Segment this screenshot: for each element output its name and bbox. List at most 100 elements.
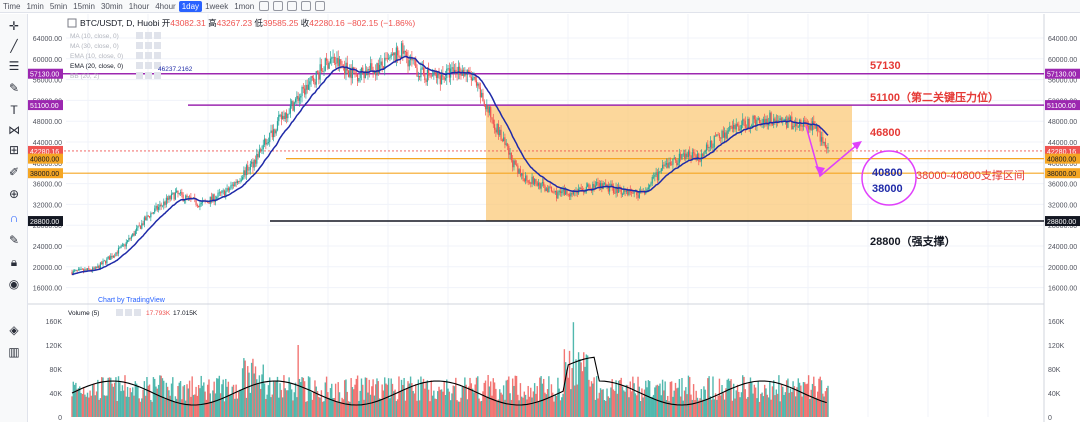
candle	[212, 193, 214, 203]
volume-bar	[811, 383, 814, 417]
crosshair-icon[interactable]: ✛	[8, 19, 20, 33]
timeframe-1week[interactable]: 1week	[205, 1, 229, 11]
volume-bar	[324, 382, 326, 417]
indicator-control-icon[interactable]	[154, 52, 161, 59]
brush-icon[interactable]: ✎	[8, 81, 20, 95]
layers-icon[interactable]: ◈	[9, 323, 19, 337]
volume-bar	[418, 400, 421, 417]
volume-bar	[632, 376, 634, 417]
volume-bar	[384, 377, 386, 417]
indicator-legend[interactable]: BB (20, 2)	[70, 73, 99, 80]
candle	[130, 234, 133, 242]
ruler-icon[interactable]: ✐	[8, 165, 20, 179]
candle	[217, 189, 219, 200]
volume-bar	[371, 386, 373, 417]
volume-bar	[298, 378, 301, 417]
indicator-legend[interactable]: EMA (10, close, 0)	[70, 53, 123, 60]
magnet-icon[interactable]: ∩	[9, 211, 19, 225]
volume-bar	[751, 382, 753, 417]
annotation-28800[interactable]: 28800（强支撑）	[870, 234, 956, 248]
volume-bar	[679, 396, 682, 417]
annotation-46800[interactable]: 46800	[870, 127, 901, 139]
volume-bar	[612, 389, 615, 417]
indicator-control-icon[interactable]	[125, 309, 132, 316]
timeframe-30min[interactable]: 30min	[100, 1, 123, 11]
lock-icon[interactable]: 🔒︎	[10, 254, 18, 269]
pattern-icon[interactable]: ⋈	[8, 123, 20, 137]
candle	[546, 184, 549, 193]
candle	[141, 219, 143, 230]
volume-bar	[163, 380, 165, 417]
trend-line-icon[interactable]: ╱	[10, 39, 18, 53]
fullscreen-icon[interactable]	[315, 1, 326, 11]
indicator-control-icon[interactable]	[154, 72, 161, 79]
indicator-control-icon[interactable]	[145, 42, 152, 49]
candle	[349, 64, 351, 79]
indicator-control-icon[interactable]	[136, 62, 143, 69]
candle	[760, 119, 762, 127]
volume-bar	[183, 385, 186, 417]
indicator-control-icon[interactable]	[136, 42, 143, 49]
indicator-control-icon[interactable]	[145, 32, 152, 39]
horizontal-lines-icon[interactable]: ☰	[8, 59, 20, 73]
annotation-support-range[interactable]: 38000-40800支撑区间	[916, 168, 1025, 182]
indicator-control-icon[interactable]	[136, 72, 143, 79]
settings-icon[interactable]	[301, 1, 312, 11]
volume-bar	[757, 381, 759, 417]
price-chart[interactable]: 64000.00 64000.00 60000.00 60000.00 56000.00…	[28, 14, 1080, 422]
timeframe-1hour[interactable]: 1hour	[128, 1, 150, 11]
volume-bar	[515, 375, 518, 417]
volume-bar	[91, 384, 94, 417]
annotation-40800[interactable]: 40800	[872, 167, 903, 179]
price-tag-right: 40800.00	[1045, 153, 1080, 164]
indicator-control-icon[interactable]	[154, 42, 161, 49]
timeframe-time[interactable]: Time	[3, 1, 21, 11]
volume-bar	[301, 377, 303, 417]
trash-icon[interactable]: ▥	[8, 345, 20, 359]
indicator-control-icon[interactable]	[154, 32, 161, 39]
text-icon[interactable]: T	[10, 103, 18, 117]
indicator-legend[interactable]: EMA (20, close, 0)	[70, 63, 123, 70]
candle	[522, 169, 524, 182]
annotation-38000[interactable]: 38000	[872, 183, 903, 195]
collapse-legend-icon[interactable]	[67, 18, 77, 28]
indicator-control-icon[interactable]	[116, 309, 123, 316]
candle	[761, 118, 763, 129]
volume-bar	[458, 401, 461, 417]
indicator-control-icon[interactable]	[134, 309, 141, 316]
indicators-icon[interactable]	[273, 1, 284, 11]
timeframe-1day[interactable]: 1day	[178, 0, 203, 12]
eye-icon[interactable]: ◉	[8, 277, 20, 291]
candle	[612, 183, 615, 195]
indicator-control-icon[interactable]	[154, 62, 161, 69]
zoom-in-icon[interactable]: ⊕	[8, 187, 20, 201]
compare-icon[interactable]	[287, 1, 298, 11]
candle	[270, 124, 272, 134]
indicator-control-icon[interactable]	[145, 62, 152, 69]
ema-20-line[interactable]	[71, 55, 829, 276]
indicator-legend[interactable]: MA (30, close, 0)	[70, 43, 119, 50]
volume-axis-label: 0	[1048, 415, 1052, 422]
timeframe-1min[interactable]: 1min	[26, 1, 44, 11]
indicator-control-icon[interactable]	[145, 72, 152, 79]
volume-bar	[119, 382, 121, 417]
volume-bar	[685, 387, 687, 417]
timeframe-15min[interactable]: 15min	[73, 1, 95, 11]
timeframe-1mon[interactable]: 1mon	[234, 1, 255, 11]
annotation-57130[interactable]: 57130	[870, 60, 901, 72]
indicator-control-icon[interactable]	[136, 52, 143, 59]
indicator-control-icon[interactable]	[145, 52, 152, 59]
volume-bar	[629, 381, 631, 417]
timeframe-5min[interactable]: 5min	[49, 1, 68, 11]
annotation-51100[interactable]: 51100（第二关键压力位）	[870, 90, 999, 104]
support-circle[interactable]	[861, 150, 917, 206]
volume-bar	[446, 379, 448, 417]
volume-bar	[289, 383, 292, 417]
volume-bar	[279, 383, 281, 417]
indicator-control-icon[interactable]	[136, 32, 143, 39]
indicator-legend[interactable]: MA (10, close, 0)	[70, 33, 119, 40]
chart-type-icon[interactable]	[259, 1, 270, 11]
measure-icon[interactable]: ⊞	[8, 143, 20, 157]
timeframe-4hour[interactable]: 4hour	[155, 1, 176, 11]
lock-drawing-icon[interactable]: ✎	[8, 233, 20, 247]
